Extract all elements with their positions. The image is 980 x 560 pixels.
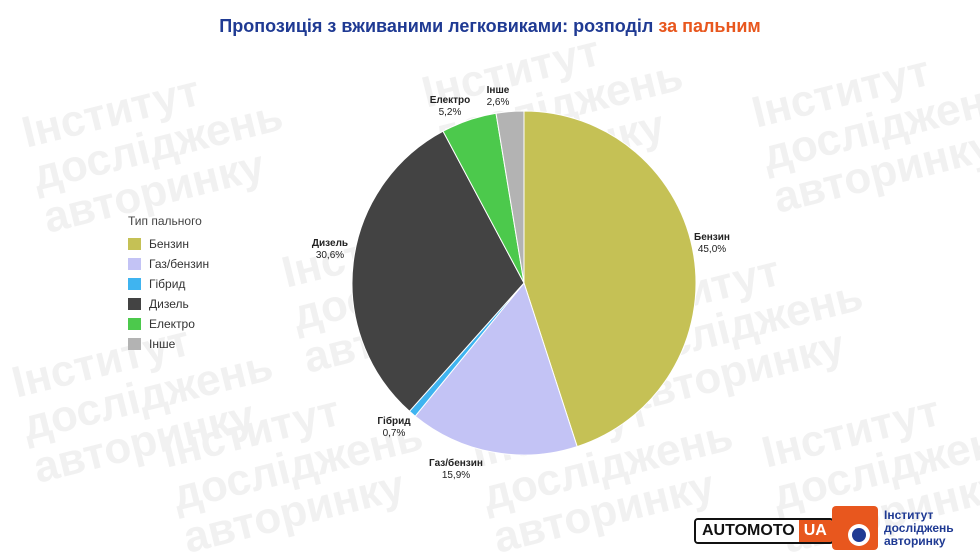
pie-slice <box>495 110 525 284</box>
legend-label: Бензин <box>149 237 190 251</box>
slice-label-name: Електро <box>430 95 471 106</box>
legend-item: Гібрид <box>128 274 209 294</box>
slice-label: Бензин 45,0% <box>694 232 730 255</box>
legend-items: Бензин Газ/бензин Гібрид Дизель Електро Інше <box>128 234 209 354</box>
legend-label: Дизель <box>149 297 189 311</box>
automoto-logo: AUTOMOTO UA <box>694 518 834 544</box>
legend-item: Газ/бензин <box>128 254 209 274</box>
slice-label-name: Дизель <box>312 238 348 249</box>
slice-label-value: 15,9% <box>442 470 470 481</box>
legend-label: Електро <box>149 317 195 331</box>
legend-label: Газ/бензин <box>149 257 210 271</box>
slice-label: Гібрид 0,7% <box>377 415 411 439</box>
legend-item: Дизель <box>128 294 209 314</box>
automoto-logo-text: AUTOMOTO <box>696 520 799 542</box>
institute-logo-text: Інститут досліджень авторинку <box>884 507 954 548</box>
pie-slice <box>351 130 525 413</box>
legend-item: Бензин <box>128 234 209 254</box>
slice-label-value: 0,7% <box>383 428 406 439</box>
pie-slice <box>414 281 578 456</box>
chart-title-main: Пропозиція з вживаними легковиками: розп… <box>219 16 659 36</box>
legend-label: Інше <box>149 337 176 351</box>
slice-label-name: Бензин <box>694 232 730 243</box>
slice-label-name: Газ/бензин <box>429 457 483 469</box>
legend-title: Тип пального <box>128 214 202 228</box>
slice-label-value: 5,2% <box>439 107 462 118</box>
legend-label: Гібрид <box>149 277 186 291</box>
slice-label-value: 30,6% <box>316 250 344 261</box>
chart-title-accent: за пальним <box>658 16 761 36</box>
institute-logo-icon <box>832 506 878 550</box>
legend-item: Електро <box>128 314 209 334</box>
institute-logo: Інститут досліджень авторинку <box>832 506 954 550</box>
pie-slice <box>523 110 697 448</box>
slice-label: Дизель 30,6% <box>312 238 348 261</box>
slice-label-name: Гібрид <box>377 415 411 427</box>
legend-swatch <box>128 278 141 290</box>
slice-label: Електро 5,2% <box>430 95 471 118</box>
slice-label-name: Інше <box>487 85 510 96</box>
automoto-logo-ua: UA <box>798 520 832 542</box>
legend-swatch <box>128 338 141 350</box>
legend-item: Інше <box>128 334 209 354</box>
slice-label: Газ/бензин 15,9% <box>429 457 483 481</box>
chart-legend: Тип пального Бензин Газ/бензин Гібрид Дизел… <box>128 214 209 354</box>
legend-swatch <box>128 298 141 310</box>
legend-swatch <box>128 258 141 270</box>
legend-swatch <box>128 238 141 250</box>
slice-label-value: 45,0% <box>698 244 726 255</box>
chart-title: Пропозиція з вживаними легковиками: розп… <box>0 16 980 37</box>
slice-label: Інше 2,6% <box>487 85 510 108</box>
legend-swatch <box>128 318 141 330</box>
slice-label-value: 2,6% <box>487 97 510 108</box>
